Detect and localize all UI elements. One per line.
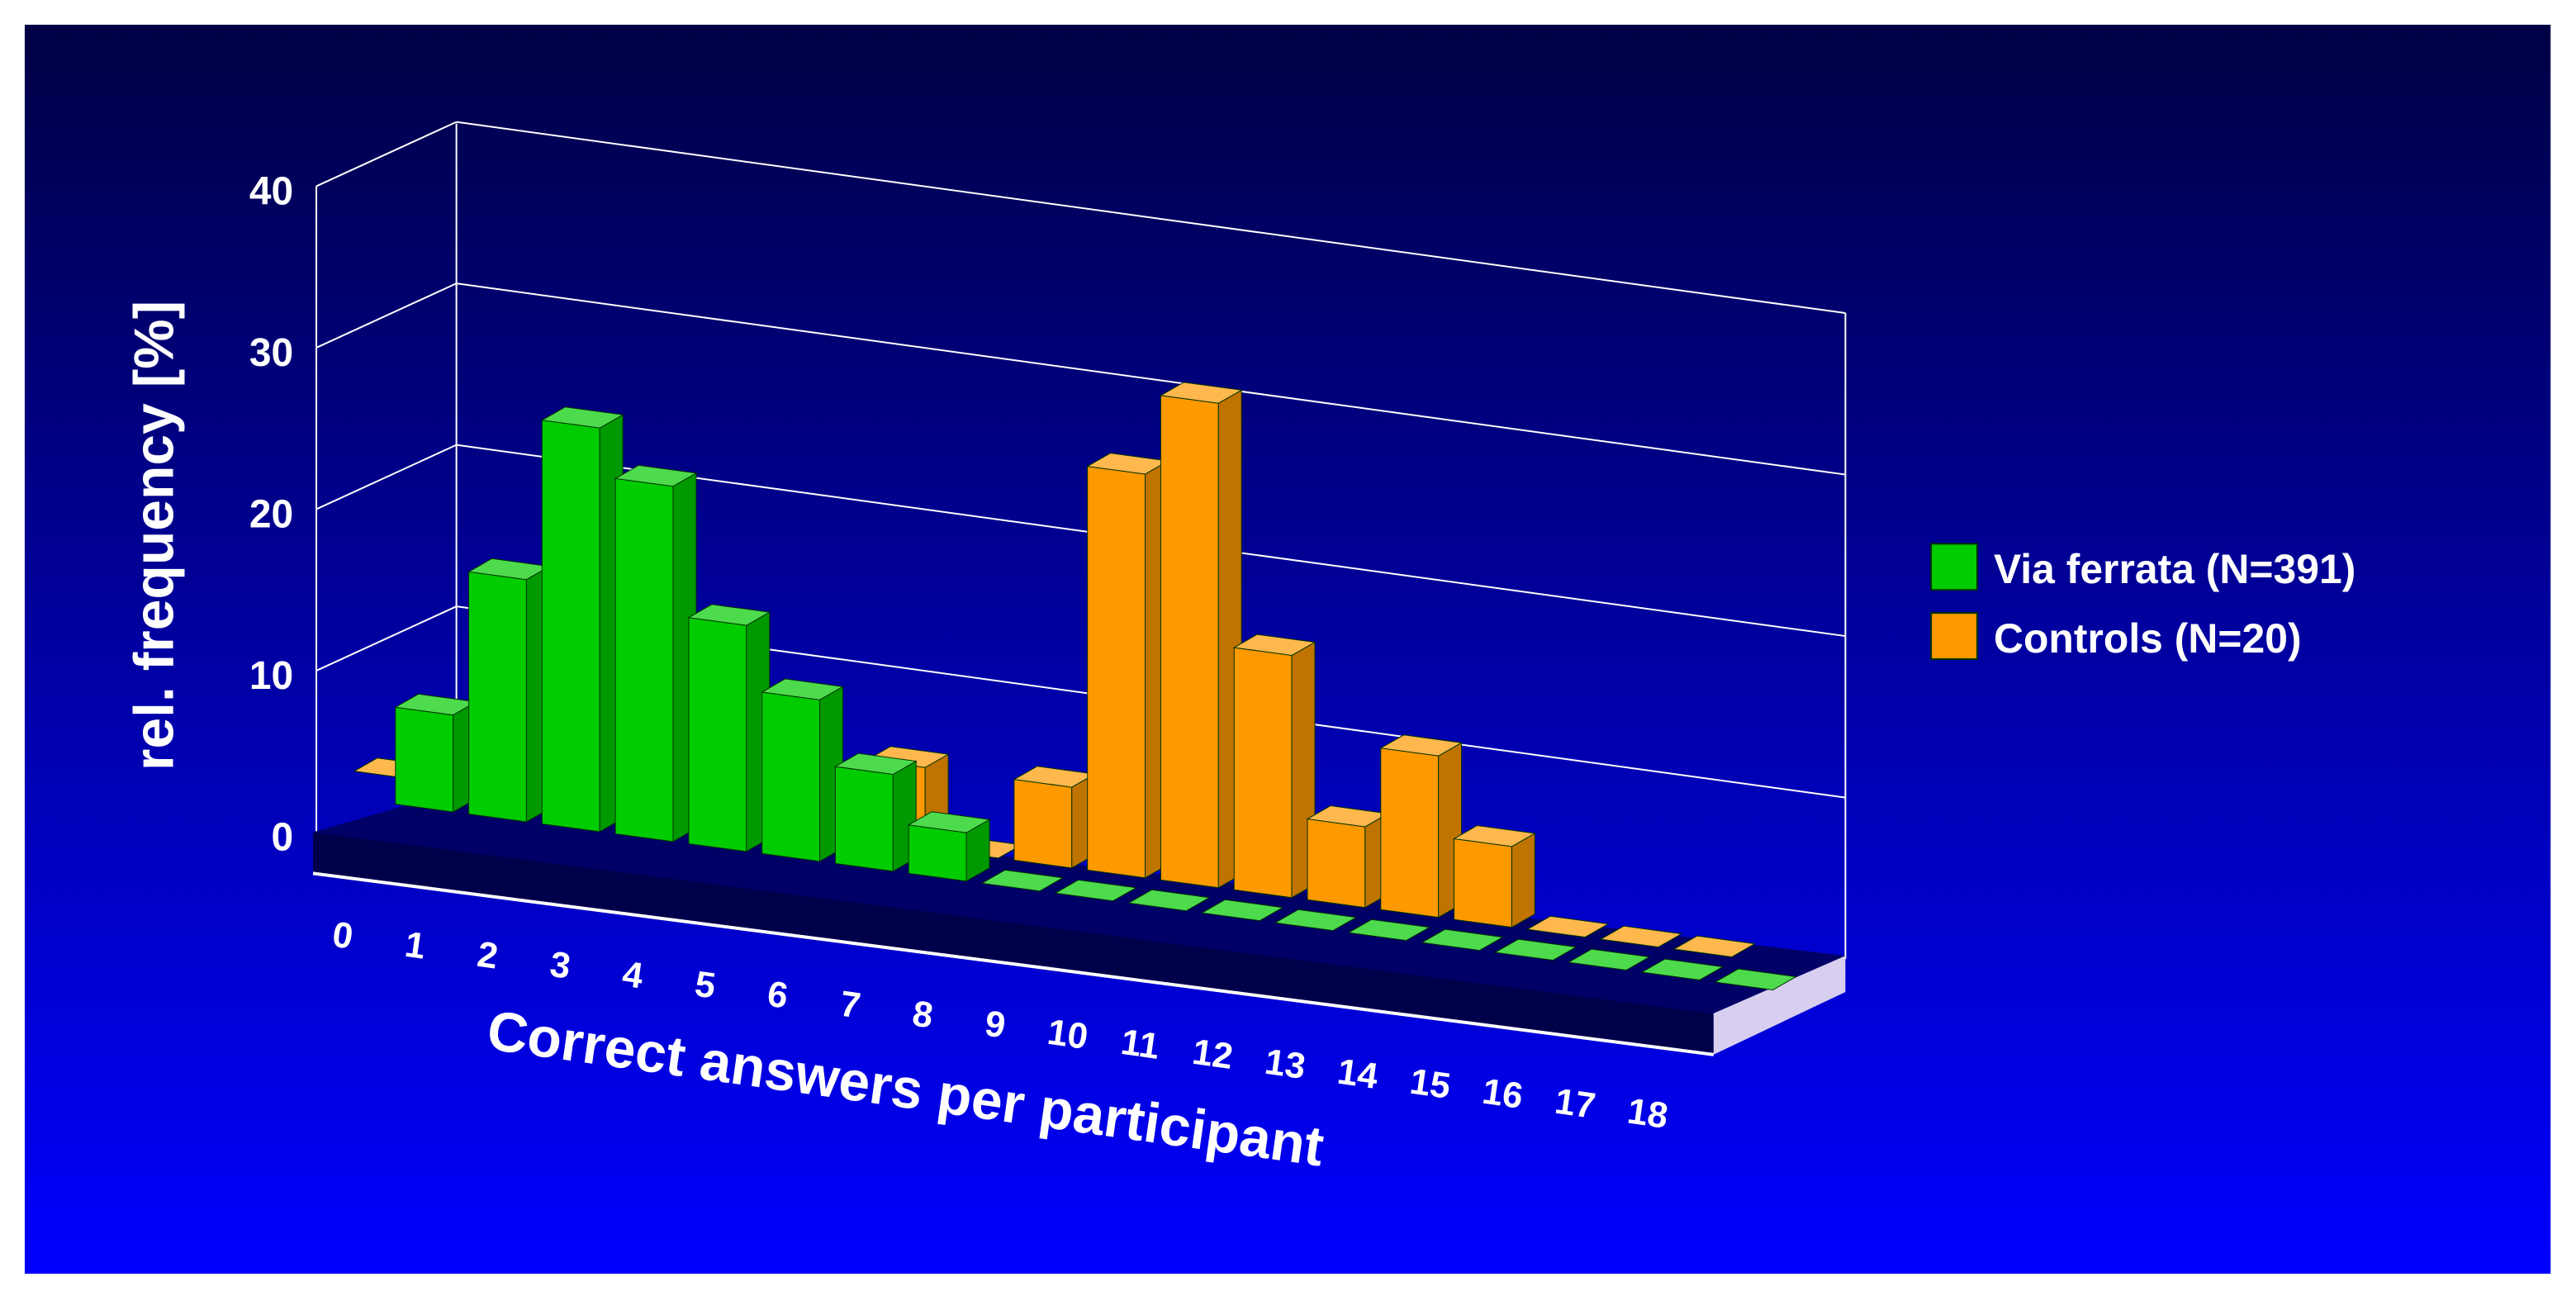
bar-top xyxy=(1159,382,1243,404)
bar xyxy=(1306,805,1390,909)
bar-top xyxy=(1347,918,1431,942)
bar-top xyxy=(980,869,1065,892)
bar xyxy=(1159,382,1243,889)
bar-front xyxy=(1454,838,1512,928)
bar-front xyxy=(1087,466,1146,879)
x-tick-label: 10 xyxy=(1045,1012,1090,1057)
bar xyxy=(540,406,624,833)
bar xyxy=(907,811,991,882)
bar xyxy=(1493,938,1577,961)
legend-swatch xyxy=(1930,612,1978,660)
x-tick-label: 11 xyxy=(1118,1022,1162,1067)
bar-front xyxy=(761,691,821,862)
floor-front xyxy=(313,832,1714,1055)
x-axis-line xyxy=(312,871,1715,1056)
bar-top xyxy=(1421,928,1504,952)
bar-side xyxy=(1511,833,1535,928)
bar-top xyxy=(1379,734,1464,757)
bar xyxy=(614,464,698,842)
y-tick-label: 40 xyxy=(249,169,293,213)
grid-line xyxy=(315,444,458,510)
bar xyxy=(1013,766,1097,869)
x-tick-label: 16 xyxy=(1480,1071,1525,1117)
bar-top xyxy=(833,752,918,776)
bar-top xyxy=(1672,935,1757,958)
bar xyxy=(1127,889,1211,912)
bar-top xyxy=(1054,879,1138,902)
bar xyxy=(1347,918,1431,942)
bar xyxy=(1640,958,1724,980)
bar-front xyxy=(541,420,600,833)
x-tick-label: 13 xyxy=(1263,1042,1308,1087)
y-tick-label: 0 xyxy=(271,815,293,859)
floor-side xyxy=(1713,956,1846,1055)
bar xyxy=(833,752,918,872)
bar-top xyxy=(1599,925,1683,948)
grid-line xyxy=(456,282,1846,476)
x-tick-label: 17 xyxy=(1553,1081,1598,1127)
bar-top xyxy=(1525,915,1610,938)
y-tick-label: 20 xyxy=(249,492,293,536)
bar-front xyxy=(468,571,527,823)
bar xyxy=(1200,899,1284,922)
bar-top xyxy=(1274,909,1358,932)
legend-label: Via ferrata (N=391) xyxy=(1994,546,2355,592)
bar xyxy=(1379,734,1464,918)
y-tick-label: 30 xyxy=(249,331,293,375)
bar xyxy=(1274,909,1358,932)
bar xyxy=(467,558,551,823)
legend-swatch xyxy=(1930,543,1978,591)
bar-front xyxy=(1380,748,1440,918)
bar xyxy=(1421,928,1504,952)
bar-top xyxy=(687,604,771,626)
grid-line xyxy=(315,605,458,672)
bar-front xyxy=(1013,779,1073,869)
bar xyxy=(394,693,478,813)
bar-front xyxy=(1233,647,1293,899)
bar-top xyxy=(1714,968,1798,990)
bar-top xyxy=(1453,824,1536,847)
x-tick-label: 15 xyxy=(1407,1061,1453,1107)
y-axis-title: rel. frequency [%] xyxy=(123,301,185,771)
bar xyxy=(1714,968,1798,990)
bar-top xyxy=(540,406,624,429)
bar xyxy=(980,869,1065,892)
y-tick-label: 10 xyxy=(249,654,293,698)
bar xyxy=(1054,879,1138,902)
bar-top xyxy=(614,464,698,487)
grid-line xyxy=(315,121,458,187)
bar xyxy=(1453,824,1536,928)
bar xyxy=(761,678,844,862)
bar xyxy=(687,604,771,852)
bar-top xyxy=(907,811,991,833)
bar-front xyxy=(614,477,674,842)
grid-line xyxy=(315,282,458,349)
grid-line xyxy=(456,121,1846,315)
bar-front xyxy=(1160,395,1219,889)
bar xyxy=(1599,925,1683,948)
bar-front xyxy=(688,617,747,852)
bar xyxy=(1567,948,1651,971)
bar-top xyxy=(761,678,844,700)
floor xyxy=(313,790,1846,1013)
bar-front xyxy=(395,706,454,813)
bar-top xyxy=(1127,889,1211,912)
bar-front xyxy=(834,766,894,872)
bar-top xyxy=(1567,948,1651,971)
bar-top xyxy=(1640,958,1724,980)
bar xyxy=(1086,453,1169,879)
x-tick-label: 14 xyxy=(1335,1051,1381,1097)
bar-front xyxy=(908,824,967,882)
x-tick-label: 18 xyxy=(1625,1091,1670,1137)
legend-label: Controls (N=20) xyxy=(1994,615,2302,662)
bar-top xyxy=(1493,938,1577,961)
bar xyxy=(1672,935,1757,958)
bar-front xyxy=(1307,818,1366,909)
bar xyxy=(1525,915,1610,938)
x-tick-label: 12 xyxy=(1190,1032,1236,1077)
bar-top xyxy=(1200,899,1284,922)
bar xyxy=(1232,634,1316,899)
bar-top xyxy=(1232,634,1316,656)
